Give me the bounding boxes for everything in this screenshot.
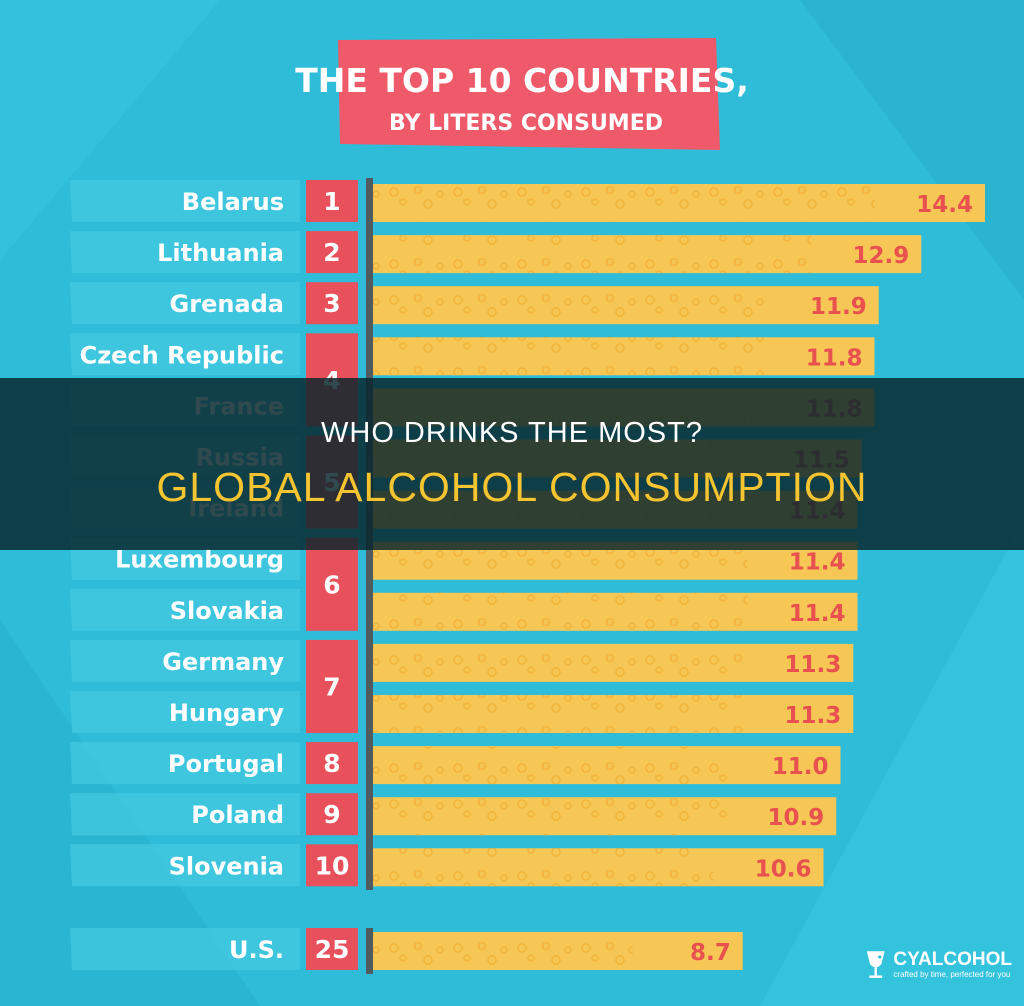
label-strip-germany xyxy=(70,639,300,682)
value-label-slovakia: 11.4 xyxy=(789,601,846,627)
value-label-portugal: 11.0 xyxy=(772,754,829,780)
rank-label-9: 9 xyxy=(323,800,340,829)
country-label-grenada: Grenada xyxy=(170,290,284,318)
rank-label-2: 2 xyxy=(323,238,340,267)
country-label-portugal: Portugal xyxy=(168,750,284,778)
bar-texture-slovenia xyxy=(373,848,714,887)
label-strip-czech-republic xyxy=(70,333,300,376)
headline-overlay: WHO DRINKS THE MOST? GLOBAL ALCOHOL CONS… xyxy=(0,378,1024,550)
value-label-belarus: 14.4 xyxy=(916,192,973,218)
brand-logo[interactable]: CYALCOHOL crafted by time, perfected for… xyxy=(862,944,1012,986)
value-label-germany: 11.3 xyxy=(785,652,842,678)
rank-boxes: 1234567891025 xyxy=(306,180,358,970)
axis-line-us xyxy=(366,928,373,974)
value-label-hungary: 11.3 xyxy=(785,703,842,729)
label-strip-portugal xyxy=(70,742,300,785)
label-strip-belarus xyxy=(70,180,300,222)
country-label-germany: Germany xyxy=(162,648,284,676)
label-strip-slovenia xyxy=(70,844,300,887)
label-strip-lithuania xyxy=(70,231,300,274)
value-label-grenada: 11.9 xyxy=(810,294,867,320)
rank-box-8 xyxy=(306,742,358,785)
bar-texture-lithuania xyxy=(373,235,812,274)
bar-texture-hungary xyxy=(373,695,744,733)
rank-box-6 xyxy=(306,537,358,631)
logo-tagline: crafted by time, perfected for you xyxy=(893,970,1011,979)
label-strip-hungary xyxy=(70,691,300,733)
country-label-belarus: Belarus xyxy=(182,188,284,216)
bar-texture-czech-republic xyxy=(373,337,765,376)
rank-box-7 xyxy=(306,639,358,733)
rank-label-7: 7 xyxy=(323,672,340,701)
chart-subtitle: BY LITERS CONSUMED xyxy=(389,111,663,136)
country-label-czech-republic: Czech Republic xyxy=(80,341,284,369)
rank-label-3: 3 xyxy=(323,289,340,318)
title-box: THE TOP 10 COUNTRIES, BY LITERS CONSUMED xyxy=(295,38,749,150)
value-label-czech-republic: 11.8 xyxy=(806,345,863,371)
country-label-lithuania: Lithuania xyxy=(157,239,284,267)
value-label-poland: 10.9 xyxy=(768,805,825,831)
rank-box-1 xyxy=(306,180,358,222)
bar-texture-grenada xyxy=(373,286,769,325)
rank-box-2 xyxy=(306,231,358,274)
rank-box-3 xyxy=(306,282,358,325)
value-label-u-s: 8.7 xyxy=(690,940,731,966)
logo-name: CYALCOHOL xyxy=(893,949,1012,970)
label-strip-u-s xyxy=(70,928,300,970)
value-label-slovenia: 10.6 xyxy=(755,856,812,882)
bar-texture-u-s xyxy=(373,932,633,970)
rank-label-6: 6 xyxy=(323,570,340,599)
country-label-slovenia: Slovenia xyxy=(169,852,284,880)
rank-label-10: 10 xyxy=(315,851,350,880)
country-label-slovakia: Slovakia xyxy=(170,597,284,625)
label-strip-grenada xyxy=(70,282,300,325)
country-label-poland: Poland xyxy=(191,801,284,829)
headline-topic: GLOBAL ALCOHOL CONSUMPTION xyxy=(156,464,868,510)
rank-label-1: 1 xyxy=(323,187,340,216)
bar-texture-belarus xyxy=(373,184,875,222)
value-label-luxembourg: 11.4 xyxy=(789,550,846,576)
rank-box-9 xyxy=(306,793,358,836)
country-label-luxembourg: Luxembourg xyxy=(115,546,284,574)
country-label-u-s: U.S. xyxy=(229,936,284,964)
bar-texture-poland xyxy=(373,797,727,836)
rank-label-25: 25 xyxy=(315,935,350,964)
label-strip-slovakia xyxy=(70,588,300,631)
bar-texture-germany xyxy=(373,643,744,682)
country-label-hungary: Hungary xyxy=(169,699,284,727)
headline-question: WHO DRINKS THE MOST? xyxy=(321,417,703,449)
rank-box-25 xyxy=(306,928,358,970)
value-label-lithuania: 12.9 xyxy=(853,243,910,269)
wine-glass-icon xyxy=(866,951,885,978)
bar-texture-slovakia xyxy=(373,592,748,631)
rank-box-10 xyxy=(306,844,358,887)
label-strip-poland xyxy=(70,793,300,836)
rank-label-8: 8 xyxy=(323,749,340,778)
bar-texture-portugal xyxy=(373,746,731,785)
chart-title: THE TOP 10 COUNTRIES, xyxy=(295,61,749,100)
